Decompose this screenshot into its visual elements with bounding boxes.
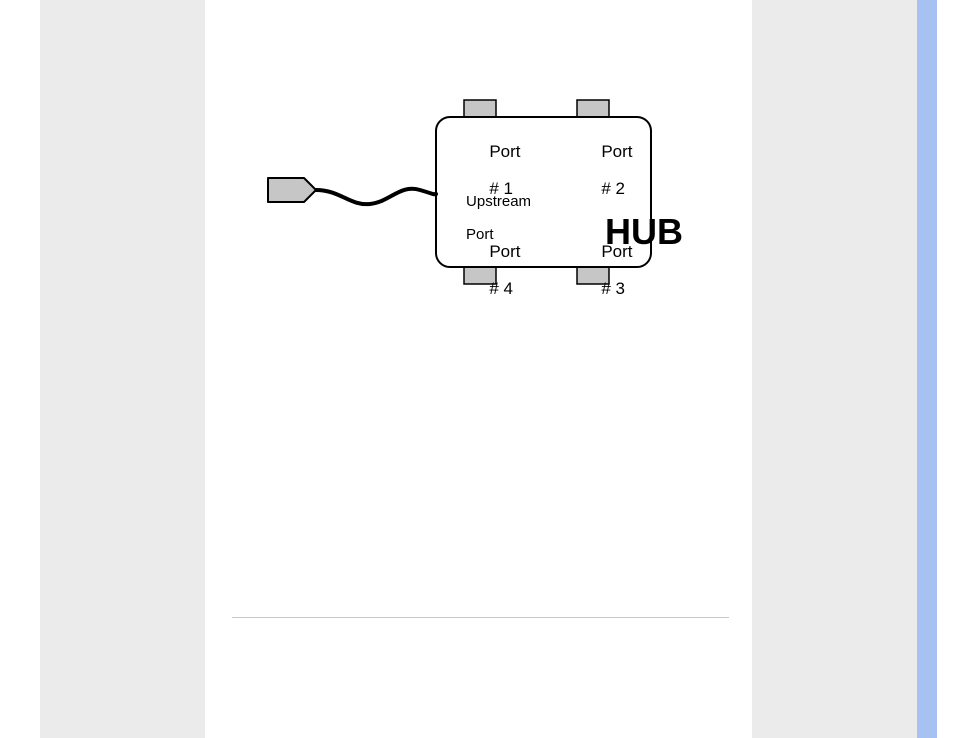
hub-text: HUB [605, 211, 683, 252]
page-background: Port # 1 Port # 2 Port # 4 Port # 3 Upst… [0, 0, 954, 738]
right-accent-stripe [917, 0, 937, 738]
left-side-panel [40, 0, 205, 738]
document-page: Port # 1 Port # 2 Port # 4 Port # 3 Upst… [205, 0, 752, 738]
port-connector-2 [577, 100, 609, 117]
upstream-line2: Port [466, 226, 494, 243]
upstream-cable [316, 189, 436, 204]
usb-plug-icon [268, 178, 316, 202]
port-connector-1 [464, 100, 496, 117]
upstream-line1: Upstream [466, 193, 531, 210]
port-4-line2: # 4 [489, 279, 513, 298]
port-2-line1: Port [601, 142, 632, 161]
hub-title-label: HUB [545, 172, 645, 291]
upstream-port-label: Upstream Port [441, 177, 521, 260]
right-side-panel [752, 0, 917, 738]
port-1-line1: Port [489, 142, 520, 161]
horizontal-rule [232, 617, 729, 618]
